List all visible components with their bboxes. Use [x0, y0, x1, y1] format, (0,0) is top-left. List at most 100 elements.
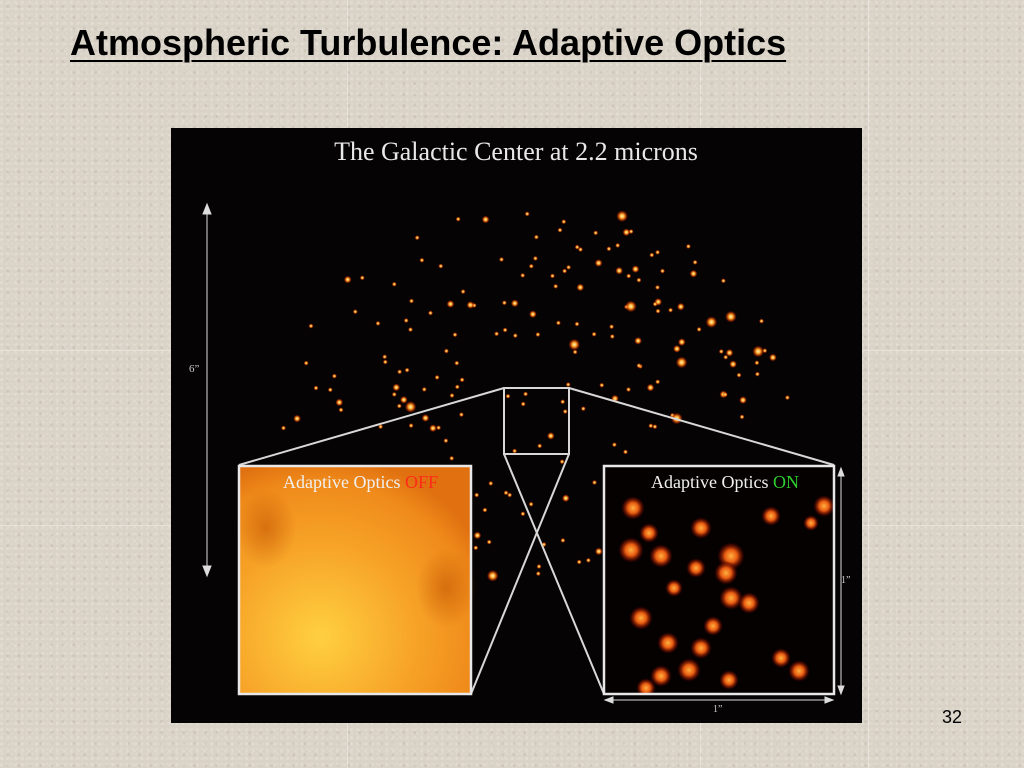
star [562, 268, 568, 274]
star [280, 425, 287, 431]
star [576, 283, 585, 292]
star [308, 323, 314, 329]
star [624, 300, 637, 313]
star [549, 273, 556, 279]
star [561, 219, 567, 225]
star [580, 406, 586, 412]
star [689, 269, 698, 278]
star [523, 391, 529, 397]
star [520, 511, 526, 517]
star [655, 249, 661, 255]
star [655, 308, 661, 314]
star [535, 331, 541, 338]
resolved-star [690, 637, 712, 659]
star [502, 327, 508, 333]
galactic-center-image: The Galactic Center at 2.2 microns 6” Ad… [189, 137, 850, 715]
resolved-star [761, 506, 781, 526]
star [696, 326, 702, 332]
star [609, 333, 615, 340]
star [622, 449, 629, 455]
resolved-star [803, 515, 819, 531]
star [397, 369, 403, 375]
star [392, 383, 401, 392]
star [631, 265, 640, 274]
star [524, 211, 530, 217]
star [454, 360, 460, 366]
star [403, 317, 409, 324]
star [705, 316, 718, 329]
star [646, 383, 655, 392]
star [593, 230, 599, 236]
star [396, 403, 402, 409]
resolved-star [650, 665, 672, 687]
star [375, 320, 381, 326]
star [724, 310, 737, 323]
star [335, 398, 344, 407]
inset-off-prefix: Adaptive Optics [283, 472, 405, 492]
star [636, 363, 642, 369]
star [585, 557, 591, 563]
star [622, 228, 631, 237]
star [501, 300, 507, 306]
star [754, 371, 761, 377]
star [676, 302, 685, 311]
star [591, 479, 598, 486]
star [560, 399, 566, 405]
star [649, 252, 655, 258]
inset-on-label: Adaptive Optics ON [651, 472, 799, 492]
star [473, 545, 479, 551]
star [718, 348, 724, 355]
star [626, 273, 632, 279]
star [408, 298, 415, 304]
star [768, 353, 777, 362]
star [739, 414, 745, 420]
star [555, 320, 561, 326]
star [446, 300, 455, 308]
star [561, 494, 570, 503]
star [438, 263, 444, 269]
star [672, 344, 681, 353]
star [486, 569, 499, 582]
slide-title: Atmospheric Turbulence: Adaptive Optics [70, 22, 787, 63]
star [436, 425, 442, 431]
star [634, 336, 643, 345]
star [655, 379, 661, 385]
scale-label-6-arcsec: 6” [189, 363, 200, 375]
zoom-lines [238, 387, 835, 695]
star [460, 289, 466, 295]
star [313, 385, 319, 391]
star [685, 243, 692, 249]
scale-bar-1-arcsec-vertical [837, 466, 845, 696]
star [407, 327, 414, 333]
star [520, 272, 526, 278]
star [723, 354, 729, 360]
star [533, 234, 539, 240]
resolved-star [629, 606, 653, 630]
star [512, 333, 518, 339]
inset-ao-off [236, 464, 476, 696]
star [729, 360, 738, 369]
star [327, 387, 333, 393]
star [636, 277, 642, 283]
star [443, 348, 449, 354]
resolved-star [665, 579, 683, 597]
star [391, 391, 397, 397]
star [434, 374, 440, 380]
star [466, 301, 475, 309]
star [528, 310, 537, 319]
star [352, 309, 358, 315]
star [784, 395, 791, 401]
resolved-star [621, 496, 645, 520]
star [668, 307, 674, 313]
star [562, 408, 568, 415]
resolved-star [639, 523, 659, 543]
star [343, 275, 352, 284]
star-field [280, 210, 791, 582]
star [677, 338, 686, 347]
star [568, 338, 581, 351]
star [559, 459, 565, 465]
inset-on-state: ON [773, 472, 799, 492]
star [331, 373, 337, 379]
star [474, 492, 480, 498]
resolved-star [690, 517, 712, 539]
